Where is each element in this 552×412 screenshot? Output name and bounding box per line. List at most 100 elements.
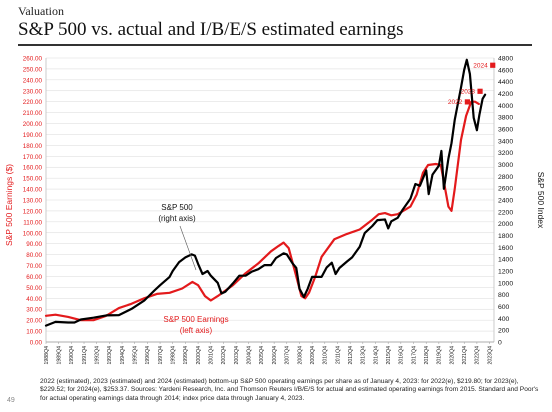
right-tick-label: 1200 (498, 269, 513, 276)
x-tick-label: 2012Q4 (348, 346, 354, 365)
right-tick-label: 3600 (498, 127, 513, 134)
left-tick-label: 180.00 (23, 143, 43, 150)
right-tick-label: 1000 (498, 280, 513, 287)
left-tick-label: 220.00 (23, 99, 43, 106)
x-tick-label: 1991Q4 (82, 346, 88, 365)
left-tick-label: 130.00 (23, 198, 43, 205)
chart-footnote: 2022 (estimated), 2023 (estimated) and 2… (40, 378, 539, 402)
left-tick-label: 20.00 (26, 318, 42, 325)
left-tick-label: 50.00 (26, 285, 42, 292)
x-tick-label: 2016Q4 (399, 346, 405, 365)
right-tick-label: 0 (498, 340, 502, 347)
left-tick-label: 240.00 (23, 77, 43, 84)
left-tick-label: 60.00 (26, 274, 42, 281)
estimate-year-label: 2024 (473, 63, 488, 70)
slide-kicker: Valuation (18, 4, 64, 18)
estimate-year-label: 2023 (461, 89, 476, 96)
x-tick-label: 2003Q4 (234, 346, 240, 365)
left-tick-label: 250.00 (23, 66, 43, 73)
x-axis: 1988Q4 1989Q4 1990Q4 1991Q4 1992Q4 1993Q4 1994… (44, 341, 494, 365)
right-tick-label: 4800 (498, 56, 513, 63)
x-tick-label: 1990Q4 (69, 346, 75, 365)
x-tick-label: 2021Q4 (462, 346, 468, 365)
title-divider (18, 44, 532, 46)
sp500-annotation-pointer (179, 225, 197, 271)
estimate-marker (477, 88, 483, 94)
right-tick-label: 2400 (498, 198, 513, 205)
estimate-marker (464, 99, 470, 105)
x-tick-label: 1988Q4 (44, 346, 50, 365)
right-tick-label: 4200 (498, 91, 513, 98)
x-tick-label: 2013Q4 (361, 346, 367, 365)
right-tick-label: 4000 (498, 103, 513, 110)
left-tick-label: 230.00 (23, 88, 43, 95)
right-tick-label: 2200 (498, 209, 513, 216)
right-tick-label: 1600 (498, 245, 513, 252)
right-tick-label: 800 (498, 292, 510, 299)
sp500-annotation-text: (right axis) (158, 214, 196, 223)
left-tick-label: 30.00 (26, 307, 42, 314)
earnings-annotation-text: S&P 500 Earnings (163, 315, 228, 324)
x-tick-label: 2011Q4 (335, 346, 341, 364)
x-tick-label: 1989Q4 (56, 346, 62, 365)
x-tick-label: 2023Q4 (487, 346, 493, 365)
x-tick-label: 2022Q4 (475, 346, 481, 365)
x-tick-label: 2007Q4 (285, 346, 291, 365)
x-tick-label: 2015Q4 (386, 346, 392, 365)
left-tick-label: 160.00 (23, 165, 43, 172)
right-tick-label: 3200 (498, 150, 513, 157)
right-tick-label: 4600 (498, 67, 513, 74)
right-tick-label: 3400 (498, 138, 513, 145)
chart-gridlines (46, 57, 494, 343)
right-tick-label: 4400 (498, 79, 513, 86)
right-tick-label: 2600 (498, 186, 513, 193)
x-tick-label: 2006Q4 (272, 346, 278, 365)
x-tick-label: 1999Q4 (183, 346, 189, 365)
sp500-annotation-text: S&P 500 (161, 203, 193, 212)
left-tick-label: 170.00 (23, 154, 43, 161)
left-tick-label: 260.00 (23, 56, 43, 63)
x-tick-label: 2001Q4 (209, 346, 215, 365)
left-tick-label: 100.00 (23, 230, 43, 237)
x-tick-label: 1994Q4 (120, 346, 126, 365)
index-series-line (44, 58, 487, 327)
earnings-annotation-text: (left axis) (180, 326, 213, 335)
right-tick-label: 1400 (498, 257, 513, 264)
x-tick-label: 2008Q4 (297, 346, 303, 365)
chart-series (44, 58, 487, 327)
estimate-marker (490, 62, 496, 68)
x-tick-label: 1993Q4 (107, 346, 113, 365)
right-axis: 0 200 400 600 800 1000 1200 1400 1600 1800 2000 220… (493, 56, 513, 347)
x-tick-label: 2017Q4 (411, 346, 417, 365)
left-tick-label: 10.00 (26, 329, 42, 336)
left-tick-label: 120.00 (23, 208, 43, 215)
right-tick-label: 200 (498, 328, 510, 335)
left-tick-label: 40.00 (26, 296, 42, 303)
x-tick-label: 2005Q4 (259, 346, 265, 365)
estimate-year-label: 2022 (448, 99, 463, 106)
x-tick-label: 1992Q4 (94, 346, 100, 365)
left-tick-label: 210.00 (23, 110, 43, 117)
right-tick-label: 1800 (498, 233, 513, 240)
x-tick-label: 2009Q4 (310, 346, 316, 365)
left-axis: 0.00 10.00 20.00 30.00 40.00 50.00 60.00 70.00 8… (23, 56, 47, 347)
left-tick-label: 140.00 (23, 187, 43, 194)
left-tick-label: 200.00 (23, 121, 43, 128)
right-tick-label: 3800 (498, 115, 513, 122)
estimate-markers: 2022 2023 2024 (448, 62, 496, 106)
x-tick-label: 2020Q4 (449, 346, 455, 365)
left-tick-label: 90.00 (26, 241, 42, 248)
left-tick-label: 70.00 (26, 263, 42, 270)
left-tick-label: 0.00 (30, 340, 43, 347)
x-tick-label: 2010Q4 (323, 346, 329, 365)
chart-annotations: S&P 500 (right axis) S&P 500 Earnings (left… (158, 203, 228, 335)
left-tick-label: 80.00 (26, 252, 42, 259)
left-axis-title: S&P 500 Earnings ($) (4, 164, 14, 246)
right-tick-label: 600 (498, 304, 510, 311)
right-tick-label: 2000 (498, 221, 513, 228)
x-tick-label: 2014Q4 (373, 346, 379, 365)
left-tick-label: 110.00 (23, 219, 42, 226)
x-tick-label: 2002Q4 (221, 346, 227, 365)
left-tick-label: 190.00 (23, 132, 43, 139)
